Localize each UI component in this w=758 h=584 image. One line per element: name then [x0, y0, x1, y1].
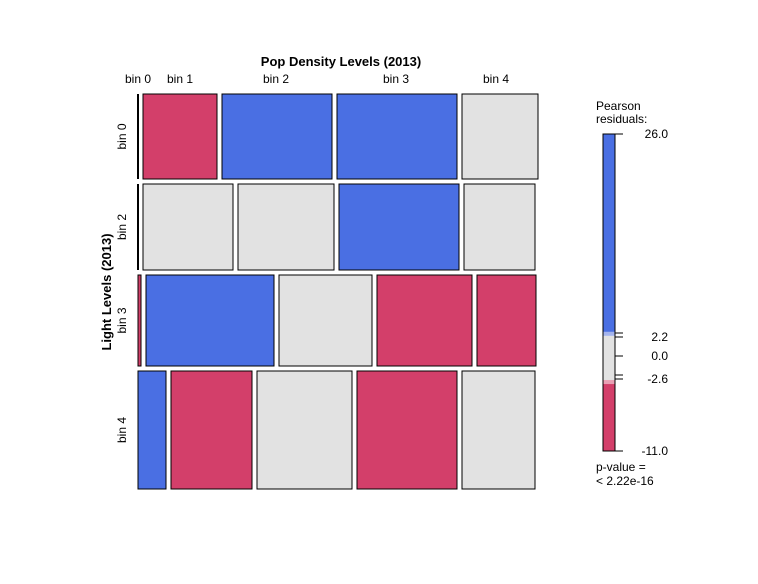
- tile-1-4: [463, 183, 536, 271]
- p-value-line2: < 2.22e-16: [596, 474, 654, 488]
- legend-color-bar: [602, 133, 616, 452]
- y-tick-labels: bin 0 bin 2 bin 3 bin 4: [115, 123, 129, 443]
- tile-1-2: [237, 183, 335, 271]
- legend-tick-label: 26.0: [645, 127, 669, 141]
- y-axis-label: Light Levels (2013): [99, 233, 114, 350]
- tile-1-1: [142, 183, 234, 271]
- x-tick-labels: bin 0 bin 1 bin 2 bin 3 bin 4: [125, 72, 509, 86]
- x-tick-label: bin 1: [167, 72, 193, 86]
- x-tick-label: bin 3: [383, 72, 409, 86]
- legend-tick-label: 0.0: [651, 349, 668, 363]
- tile-3-3: [356, 370, 458, 490]
- tile-2-3: [376, 274, 473, 367]
- legend-title-line1: Pearson: [596, 99, 641, 113]
- x-tick-label: bin 0: [125, 72, 151, 86]
- legend-positive-light-band: [603, 331, 615, 336]
- tile-0-4: [461, 93, 539, 180]
- tile-0-2: [221, 93, 333, 180]
- legend-negative-band: [603, 384, 615, 451]
- legend-ticks: 26.0 2.2 0.0 -2.6 -11.0: [615, 127, 668, 458]
- y-tick-label: bin 3: [115, 307, 129, 333]
- mosaic-tiles: [137, 93, 539, 490]
- tile-2-1: [145, 274, 275, 367]
- y-tick-label: bin 4: [115, 417, 129, 443]
- x-tick-label: bin 2: [263, 72, 289, 86]
- tile-2-2: [278, 274, 373, 367]
- tile-0-1: [142, 93, 218, 180]
- x-tick-label: bin 4: [483, 72, 509, 86]
- tile-3-4: [461, 370, 536, 490]
- tile-3-2: [256, 370, 353, 490]
- legend-bar-border: [602, 133, 616, 452]
- tile-3-0: [137, 370, 167, 490]
- tile-1-3: [338, 183, 460, 271]
- y-tick-label: bin 0: [115, 123, 129, 149]
- tile-0-3: [336, 93, 458, 180]
- legend: Pearson residuals: 26.0 2.2 0.0 -2.6 -11.0 p…: [596, 99, 668, 488]
- p-value-line1: p-value =: [596, 460, 646, 474]
- legend-neutral-band: [603, 335, 615, 381]
- tile-2-0: [137, 274, 142, 367]
- legend-tick-label: -2.6: [647, 372, 668, 386]
- tile-3-1: [170, 370, 253, 490]
- chart-title: Pop Density Levels (2013): [261, 54, 421, 69]
- legend-negative-light-band: [603, 380, 615, 385]
- legend-title-line2: residuals:: [596, 112, 647, 126]
- y-tick-label: bin 2: [115, 214, 129, 240]
- legend-positive-band: [603, 134, 615, 332]
- tile-2-4: [476, 274, 537, 367]
- legend-tick-label: -11.0: [642, 444, 669, 458]
- legend-tick-label: 2.2: [651, 330, 668, 344]
